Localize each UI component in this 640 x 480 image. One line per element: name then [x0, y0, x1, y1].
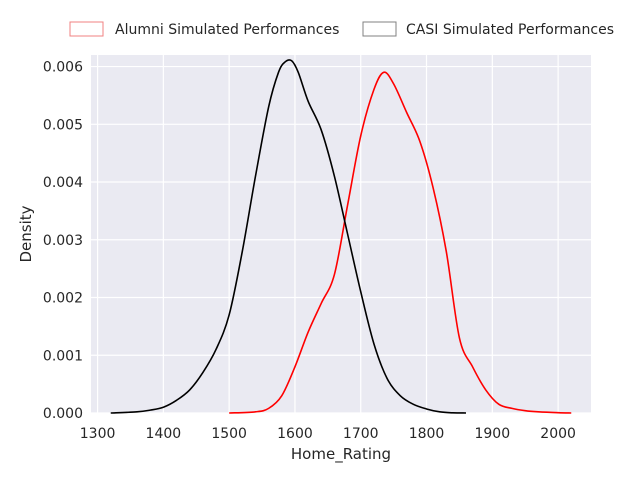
legend-label-casi: CASI Simulated Performances — [406, 22, 614, 38]
y-tick-label: 0.002 — [43, 291, 83, 307]
y-axis-ticks: 0.000 0.001 0.002 0.003 0.004 0.005 0.006 — [43, 60, 83, 422]
x-tick-label: 1500 — [211, 426, 247, 442]
y-tick-label: 0.000 — [43, 406, 83, 422]
legend-swatch-casi — [362, 21, 397, 37]
legend: Alumni Simulated Performances CASI Simul… — [69, 21, 614, 38]
x-axis-ticks: 1300 1400 1500 1600 1700 1800 1900 2000 — [80, 426, 576, 442]
x-tick-label: 1800 — [409, 426, 445, 442]
series-line-casi — [110, 59, 467, 414]
x-tick-label: 1300 — [80, 426, 116, 442]
y-tick-label: 0.006 — [43, 60, 83, 76]
x-tick-label: 2000 — [540, 426, 576, 442]
x-tick-label: 1400 — [146, 426, 182, 442]
grid — [91, 55, 591, 414]
y-tick-label: 0.004 — [43, 175, 83, 191]
series-lines — [110, 59, 572, 414]
y-tick-label: 0.003 — [43, 233, 83, 249]
x-axis-label: Home_Rating — [291, 445, 391, 464]
series-line-alumni — [229, 71, 572, 414]
y-axis-label: Density — [17, 205, 35, 262]
y-tick-label: 0.001 — [43, 348, 83, 364]
x-tick-label: 1600 — [277, 426, 313, 442]
plot-background — [91, 55, 591, 413]
legend-swatch-alumni — [69, 21, 104, 37]
legend-label-alumni: Alumni Simulated Performances — [115, 22, 339, 38]
y-tick-label: 0.005 — [43, 117, 83, 133]
x-tick-label: 1700 — [343, 426, 379, 442]
x-tick-label: 1900 — [474, 426, 510, 442]
